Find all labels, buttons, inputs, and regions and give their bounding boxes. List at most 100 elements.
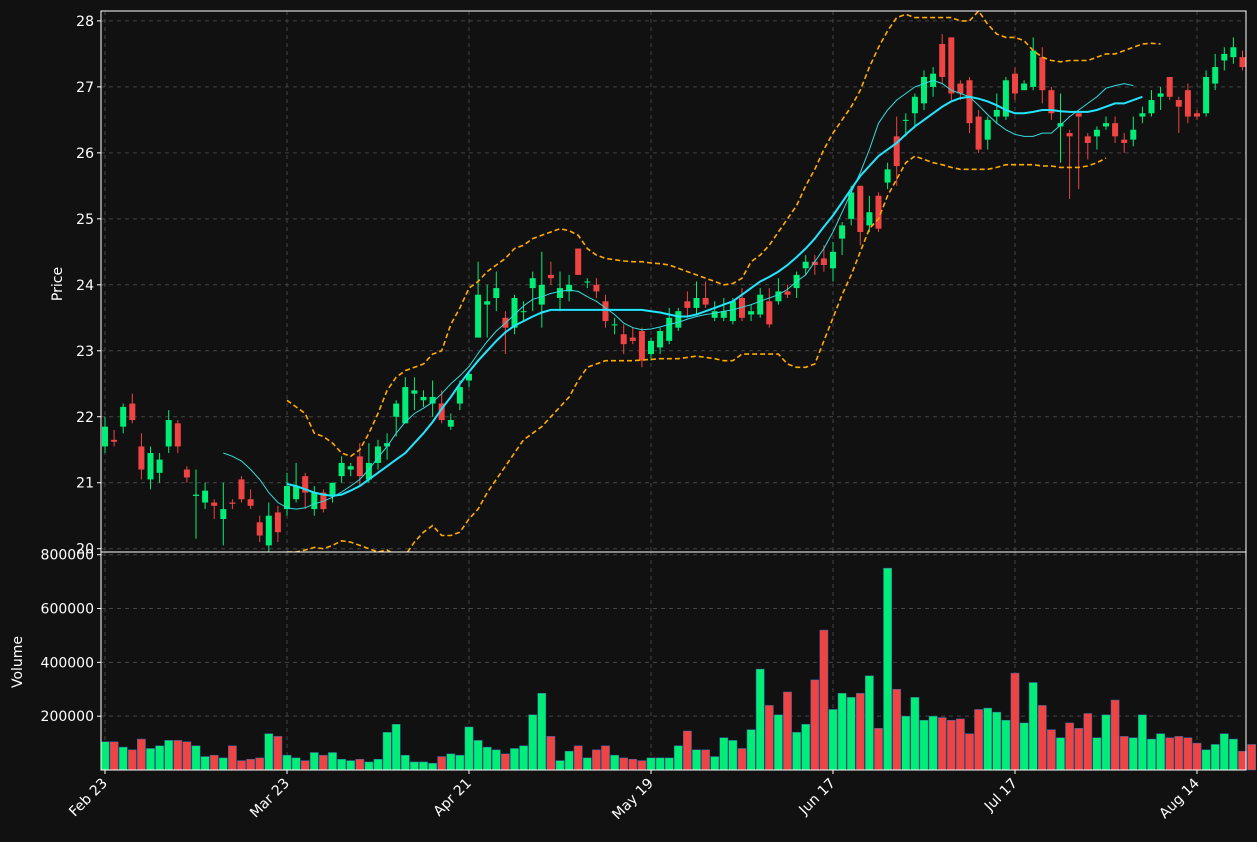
volume-bar-up — [410, 761, 419, 771]
candle-down — [1012, 73, 1018, 94]
candle-up — [1203, 76, 1210, 114]
volume-bar-down — [237, 760, 246, 771]
volume-bar-up — [883, 567, 892, 771]
volume-bar-down — [946, 719, 956, 771]
candle-down — [1175, 100, 1182, 107]
candle-up — [984, 119, 991, 140]
volume-bar-down — [1065, 722, 1074, 771]
volume-bar-up — [309, 752, 319, 771]
volume-bar-up — [664, 757, 674, 771]
volume-bar-down — [1083, 713, 1093, 771]
candle-up — [711, 311, 718, 318]
volume-bar-up — [828, 709, 838, 771]
candle-up — [429, 396, 436, 404]
volume-bar-down — [874, 728, 883, 771]
candle-up — [557, 288, 563, 298]
volume-bar-down — [546, 736, 556, 771]
candle-up — [1021, 83, 1028, 91]
volume-bar-down — [956, 718, 965, 771]
candle-down — [1066, 133, 1073, 137]
price-tick-label: 25 — [76, 212, 94, 228]
candle-up — [511, 297, 518, 328]
volume-bar-up — [1156, 733, 1165, 771]
volume-bar-down — [810, 679, 820, 771]
volume-bar-up — [191, 745, 201, 771]
candle-up — [375, 446, 381, 463]
volume-bar-down — [974, 709, 983, 771]
volume-bar-up — [610, 754, 619, 771]
candle-up — [475, 294, 482, 338]
candle-down — [784, 291, 791, 295]
candle-down — [575, 248, 582, 275]
volume-bar-up — [391, 723, 401, 771]
volume-bar-down — [1238, 750, 1247, 771]
volume-bar-up — [164, 740, 174, 771]
overlays — [223, 11, 1161, 552]
volume-bar-down — [1119, 736, 1129, 771]
volume-bar-down — [683, 730, 692, 771]
candle-down — [183, 469, 190, 478]
volume-bar-up — [1101, 714, 1111, 771]
volume-bar-up — [100, 741, 110, 771]
volume-bar-up — [992, 711, 1002, 771]
candle-down — [638, 330, 645, 361]
volume-bar-up — [1147, 738, 1156, 771]
candle-up — [420, 396, 427, 401]
volume-bar-up — [983, 707, 993, 771]
volume-bar-up — [1028, 682, 1038, 771]
volume-bar-up — [801, 723, 811, 771]
volume-bar-down — [182, 741, 192, 771]
volume-bar-up — [919, 719, 929, 771]
volume-bar-down — [637, 760, 647, 771]
volume-bar-up — [582, 757, 592, 771]
volume-bar-up — [846, 697, 856, 771]
volume-bar-down — [855, 693, 865, 771]
volume-bar-down — [1165, 737, 1175, 771]
candle-up — [693, 297, 700, 308]
candle-up — [830, 251, 836, 269]
candle-up — [993, 109, 1000, 117]
volume-bar-up — [155, 745, 164, 771]
volume-bar-down — [965, 733, 974, 771]
volume-bar-down — [628, 758, 638, 771]
candle-down — [1239, 57, 1246, 68]
volume-bar-up — [555, 760, 565, 771]
candle-down — [1075, 113, 1082, 117]
candle-up — [757, 294, 764, 315]
volume-bar-down — [437, 756, 447, 771]
candle-down — [957, 83, 964, 94]
volume-bar-up — [218, 757, 228, 771]
volume-bar-down — [273, 736, 283, 771]
volume-bar-down — [619, 757, 629, 771]
volume-bar-down — [783, 691, 792, 771]
candle-up — [466, 373, 472, 381]
volume-bar-down — [1047, 729, 1056, 771]
volume-bar-down — [1010, 672, 1020, 771]
candle-down — [593, 284, 600, 292]
candle-up — [720, 311, 727, 318]
candle-up — [493, 288, 500, 298]
price-tick-label: 27 — [76, 80, 94, 96]
volume-bar-down — [246, 758, 255, 771]
volume-bar-down — [255, 757, 265, 771]
volume-bar-up — [837, 693, 847, 771]
volume-bar-up — [910, 697, 920, 771]
candle-up — [293, 486, 300, 500]
volume-bar-up — [482, 746, 492, 771]
candle-down — [1112, 123, 1119, 137]
price-tick-label: 20 — [76, 542, 94, 558]
volume-tick-label: 600000 — [41, 602, 94, 618]
candle-up — [911, 96, 918, 114]
volume-bar-up — [746, 729, 756, 771]
volume-bar-down — [1074, 728, 1084, 771]
candle-up — [802, 261, 809, 269]
volume-bar-up — [901, 715, 911, 771]
volume-bar-up — [1138, 714, 1147, 771]
price-tick-label: 28 — [76, 14, 94, 30]
volume-bar-up — [400, 754, 410, 771]
candle-down — [893, 136, 900, 167]
candle-down — [229, 502, 236, 504]
candle-down — [1048, 90, 1055, 114]
volume-bar-up — [1201, 749, 1211, 771]
